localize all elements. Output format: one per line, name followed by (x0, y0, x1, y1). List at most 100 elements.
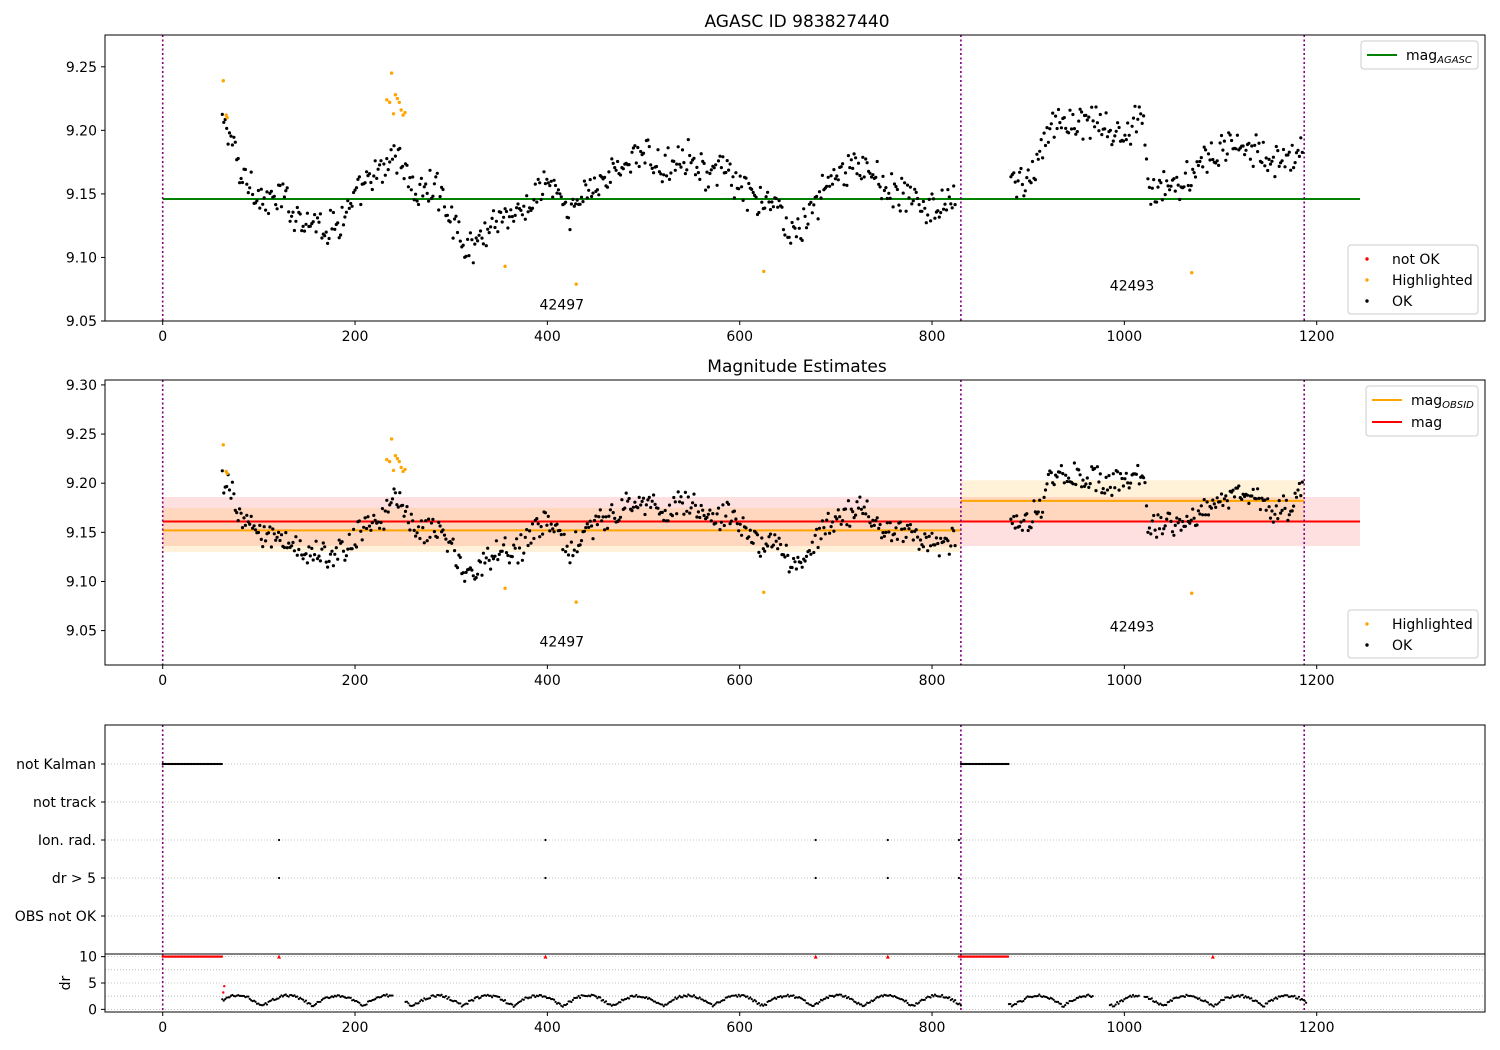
data-point-ok (1146, 530, 1150, 534)
data-point-ok (343, 558, 347, 562)
data-point-ok (929, 219, 933, 223)
data-point-ok (300, 553, 304, 557)
data-point-ok (503, 536, 507, 540)
data-point-ok (225, 484, 229, 489)
data-point-ok (738, 174, 742, 178)
data-point-ok (1230, 138, 1234, 143)
data-point-ok (770, 200, 774, 204)
data-point-ok (1038, 149, 1042, 153)
data-point-ok (402, 177, 406, 181)
data-point-ok (649, 505, 653, 510)
data-point-ok (597, 193, 601, 197)
data-point-ok (927, 534, 931, 539)
data-point-ok (613, 516, 617, 521)
data-point-ok (667, 503, 672, 507)
data-point-ok (829, 525, 833, 529)
dr-point (1237, 994, 1240, 997)
data-point-ok (1104, 475, 1108, 479)
data-point-ok (310, 546, 314, 551)
dr-point (1209, 1003, 1213, 1006)
data-point-ok (347, 532, 351, 537)
data-point-ok (380, 507, 384, 511)
axes-frame (104, 724, 1486, 955)
data-point-ok (520, 213, 525, 217)
data-point-ok (1127, 133, 1131, 137)
dr-clipped-marker (1006, 955, 1010, 958)
data-point-ok (869, 175, 874, 179)
dr-point (434, 995, 437, 998)
data-point-ok (894, 526, 898, 530)
data-point-ok (269, 545, 273, 549)
data-point-ok (810, 540, 814, 544)
data-point-ok (688, 511, 692, 515)
y-tick-label: 9.10 (66, 250, 97, 266)
data-point-ok (903, 527, 907, 531)
data-point-ok (613, 166, 617, 170)
dr-point (589, 995, 592, 998)
dr-point (511, 1003, 514, 1006)
data-point-ok (551, 195, 555, 199)
data-point-ok (841, 162, 845, 166)
dr-point (1212, 1005, 1215, 1008)
data-point-ok (1147, 526, 1151, 530)
data-point-ok (1137, 105, 1141, 109)
data-point-ok (924, 535, 928, 540)
data-point-ok (1101, 487, 1105, 491)
dr-point (752, 1000, 755, 1003)
data-point-ok (608, 508, 613, 512)
data-point-ok (803, 559, 807, 563)
data-point-ok (1294, 151, 1299, 155)
data-point-ok (510, 555, 514, 559)
dr-point (868, 1001, 872, 1004)
x-tick-label: 200 (342, 1020, 369, 1036)
data-point-ok (564, 550, 568, 554)
data-point-ok (1198, 512, 1202, 516)
data-point-ok (470, 238, 474, 242)
data-point-ok (882, 188, 887, 193)
data-point-ok (1208, 158, 1212, 162)
data-point-ok (856, 161, 861, 165)
chart-title: AGASC ID 983827440 (704, 12, 889, 32)
data-point-ok (864, 512, 868, 516)
dr-clipped-marker (543, 954, 548, 959)
y-tick-label: 9.15 (66, 525, 97, 541)
data-point-ok (1110, 143, 1114, 147)
data-point-ok (1064, 473, 1068, 477)
data-point-ok (373, 518, 377, 522)
data-point-ok (1299, 136, 1303, 140)
legend-label: OK (1392, 294, 1413, 310)
y-tick-label: 5 (88, 976, 97, 992)
data-point-ok (590, 524, 594, 528)
data-point-ok (666, 146, 670, 150)
data-point-ok (1277, 499, 1281, 503)
data-point-ok (246, 191, 250, 195)
data-point-ok (1261, 140, 1265, 144)
data-point-ok (353, 188, 357, 192)
data-point-ok (284, 189, 288, 193)
dr-point (284, 993, 287, 996)
dr-point (881, 995, 885, 998)
data-point-ok (787, 235, 791, 239)
data-point-ok (761, 547, 765, 551)
data-point-ok (1136, 463, 1140, 468)
dr-point (599, 996, 602, 999)
data-point-ok (281, 182, 285, 186)
data-point-ok (277, 530, 281, 535)
data-point-ok (1181, 519, 1185, 524)
data-point-ok (679, 165, 683, 169)
data-point-ok (595, 523, 600, 527)
data-point-highlighted (399, 465, 403, 470)
data-point-ok (245, 513, 249, 517)
data-point-ok (1160, 532, 1164, 536)
data-point-ok (1010, 521, 1014, 526)
data-point-ok (1214, 505, 1218, 509)
data-point-ok (249, 514, 253, 519)
data-point-ok (285, 546, 289, 550)
legend-label: magAGASC (1406, 48, 1472, 66)
data-point-ok (854, 513, 858, 517)
data-point-ok (385, 157, 389, 161)
data-point-ok (553, 183, 558, 188)
data-point-ok (901, 191, 905, 195)
data-point-ok (663, 153, 667, 157)
data-point-ok (729, 519, 734, 523)
